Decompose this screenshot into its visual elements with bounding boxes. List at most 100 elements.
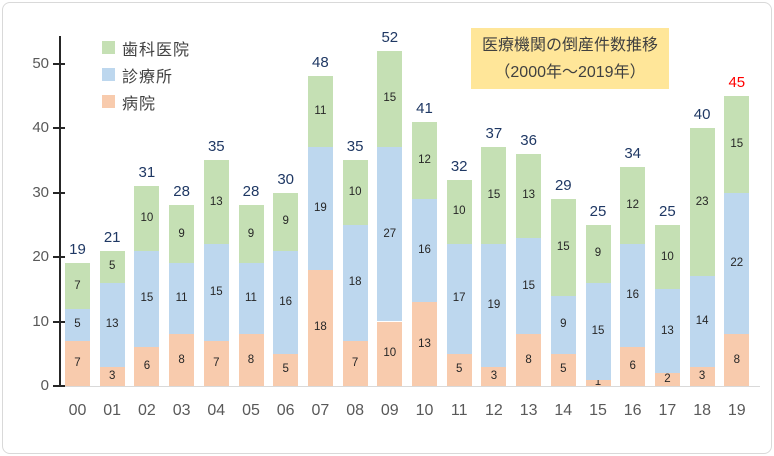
segment-value-label: 27 (383, 227, 397, 240)
segment-value-label: 13 (105, 318, 119, 331)
legend-item-hospital: 病院 (102, 88, 190, 115)
segment-value-label: 23 (695, 195, 709, 208)
y-axis-tick (53, 256, 65, 258)
bar-segment-病院-17: 2 (654, 373, 680, 386)
total-value-label: 25 (659, 202, 676, 220)
segment-value-label: 10 (348, 186, 362, 198)
bar-segment-病院-07: 18 (307, 269, 333, 386)
x-axis-label-15: 15 (589, 402, 607, 419)
segment-value-label: 16 (626, 289, 640, 302)
segment-value-label: 8 (178, 353, 185, 366)
segment-value-label: 6 (143, 360, 151, 373)
segment-value-label: 11 (175, 292, 188, 305)
bar-segment-診療所-19: 22 (724, 192, 750, 335)
y-axis-tick (53, 385, 65, 387)
bar-segment-歯科医院-04: 13 (203, 160, 229, 245)
bar-segment-歯科医院-18: 23 (689, 128, 715, 277)
bar-segment-診療所-03: 11 (169, 263, 195, 335)
segment-value-label: 11 (245, 292, 257, 305)
segment-value-label: 15 (730, 137, 744, 150)
segment-value-label: 5 (74, 318, 81, 331)
total-value-label: 29 (554, 176, 572, 194)
bar-segment-歯科医院-11: 10 (446, 179, 472, 245)
plot-area: 0 10 20 30 40 50 7 5 7 19 00 3 13 5 21 01 6 15 10 31 02 8 11 9 2… (3, 3, 771, 453)
bar-segment-歯科医院-14: 15 (550, 198, 576, 296)
bar-segment-歯科医院-17: 10 (654, 224, 680, 290)
bar-segment-病院-06: 5 (273, 353, 299, 386)
bar-segment-診療所-18: 14 (689, 276, 715, 367)
y-axis-tick-label: 10 (32, 312, 49, 330)
x-axis-label-04: 04 (207, 402, 226, 419)
bar-segment-診療所-11: 17 (446, 244, 472, 354)
total-value-label: 28 (242, 183, 260, 201)
x-axis-label-08: 08 (346, 402, 364, 419)
bar-segment-診療所-15: 15 (585, 282, 611, 380)
x-axis-label-19: 19 (727, 402, 746, 419)
y-axis-tick-label: 50 (32, 54, 49, 72)
total-value-label: 35 (346, 138, 364, 156)
y-axis-tick (53, 191, 65, 194)
bar-segment-診療所-06: 16 (273, 250, 299, 354)
segment-value-label: 9 (247, 227, 255, 240)
total-value-label: 36 (520, 131, 537, 149)
bar-segment-歯科医院-00: 7 (65, 263, 90, 309)
segment-value-label: 18 (348, 276, 362, 289)
bar-segment-病院-00: 7 (65, 340, 90, 386)
segment-value-label: 5 (108, 260, 116, 273)
x-axis-baseline (60, 386, 760, 387)
total-value-label: 45 (728, 73, 746, 91)
segment-value-label: 15 (522, 279, 535, 292)
x-axis-label-18: 18 (693, 402, 711, 419)
segment-value-label: 7 (213, 356, 220, 369)
segment-value-label: 12 (626, 198, 640, 211)
segment-value-label: 9 (560, 318, 567, 331)
total-value-label: 52 (381, 28, 399, 46)
segment-value-label: 13 (209, 195, 223, 208)
y-axis-tick-label: 30 (32, 183, 49, 201)
legend-label-clinic: 診療所 (122, 68, 174, 86)
segment-value-label: 10 (660, 250, 674, 263)
bar-segment-病院-18: 3 (689, 366, 715, 386)
x-axis-label-17: 17 (658, 402, 677, 419)
bar-segment-診療所-01: 13 (99, 282, 125, 367)
bar-segment-診療所-00: 5 (65, 308, 90, 341)
bar-segment-病院-15: 1 (585, 376, 611, 389)
bar-segment-診療所-17: 13 (654, 289, 680, 374)
bar-segment-病院-08: 7 (342, 340, 368, 386)
bar-segment-病院-05: 8 (238, 334, 264, 386)
x-axis-label-03: 03 (172, 402, 191, 419)
total-value-label: 40 (693, 106, 711, 123)
legend-item-dental: 歯科医院 (102, 34, 190, 61)
total-value-label: 25 (589, 202, 607, 220)
legend-label-hospital: 病院 (122, 95, 157, 113)
segment-value-label: 15 (383, 92, 397, 105)
segment-value-label: 8 (525, 353, 532, 366)
x-axis-label-02: 02 (137, 402, 156, 419)
segment-value-label: 13 (418, 337, 431, 350)
total-value-label: 32 (450, 157, 468, 175)
total-value-label: 37 (485, 125, 503, 143)
bar-segment-診療所-16: 16 (620, 244, 646, 348)
total-value-label: 31 (138, 164, 156, 182)
bar-segment-診療所-14: 9 (550, 295, 576, 354)
segment-value-label: 5 (455, 363, 463, 376)
bar-segment-歯科医院-08: 10 (342, 160, 368, 225)
bar-segment-歯科医院-13: 13 (516, 153, 542, 238)
segment-value-label: 15 (487, 189, 501, 202)
segment-value-label: 7 (74, 356, 81, 369)
bar-segment-歯科医院-02: 10 (134, 186, 160, 251)
bar-segment-診療所-04: 15 (203, 244, 229, 341)
bar-segment-診療所-02: 15 (134, 250, 160, 348)
bar-segment-診療所-10: 16 (412, 198, 437, 303)
x-axis-label-07: 07 (311, 402, 330, 419)
total-value-label: 34 (624, 144, 642, 162)
bar-segment-病院-11: 5 (446, 353, 472, 386)
bar-segment-病院-02: 6 (134, 347, 160, 386)
bar-segment-診療所-13: 15 (516, 237, 542, 335)
bar-segment-歯科医院-03: 9 (169, 205, 195, 264)
bar-segment-病院-03: 8 (169, 334, 195, 386)
segment-value-label: 10 (140, 211, 154, 224)
x-axis-label-13: 13 (519, 402, 538, 419)
segment-value-label: 1 (594, 376, 602, 389)
